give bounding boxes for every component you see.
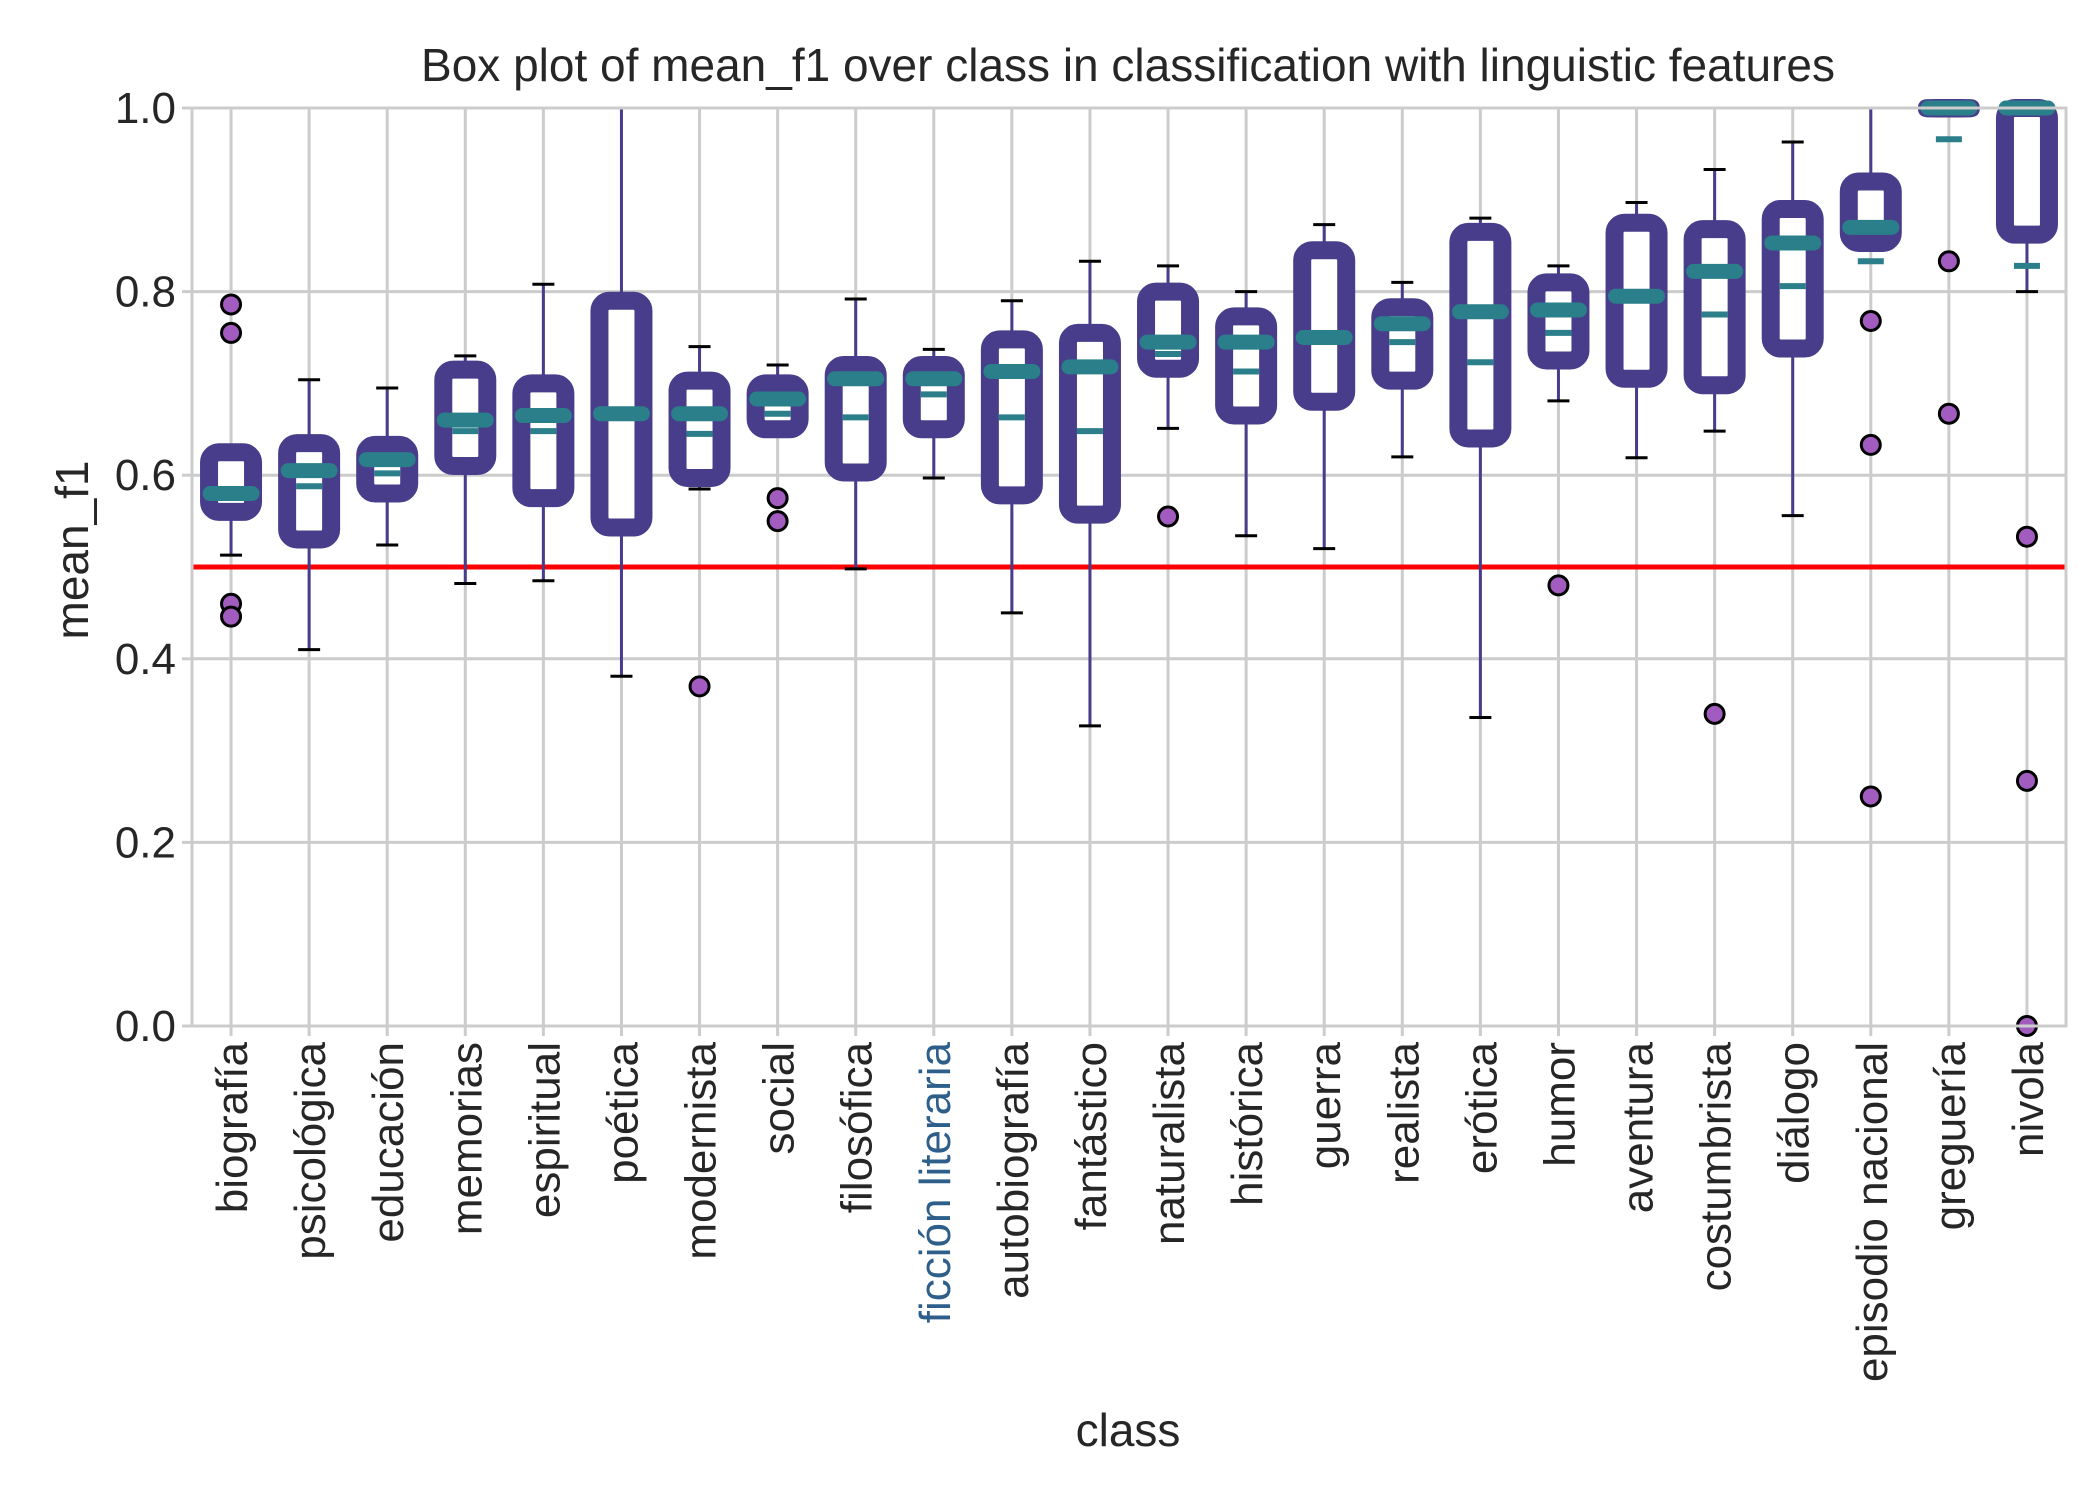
box-group	[356, 386, 419, 547]
x-tick-label: biografía	[208, 1041, 257, 1213]
box-group	[1058, 259, 1121, 728]
y-tick-label: 0.0	[115, 1002, 176, 1051]
outlier-point	[1157, 505, 1180, 528]
box-group	[1293, 223, 1356, 551]
outlier-point	[1859, 433, 1882, 456]
box	[1761, 199, 1824, 358]
box	[200, 443, 263, 521]
tick-labels: 0.0 0.2 0.4 0.6 0.8 1.0 biografía psicológica ed…	[115, 84, 2053, 1382]
box-group	[512, 282, 575, 583]
x-tick-label: naturalista	[1145, 1041, 1194, 1245]
box-group	[434, 354, 497, 586]
x-tick-label: memorias	[442, 1042, 491, 1235]
y-tick-label: 0.8	[115, 268, 176, 317]
box-group	[278, 378, 341, 652]
box-group	[200, 293, 263, 628]
outlier-point	[766, 487, 789, 510]
box-group	[1683, 168, 1746, 725]
outlier-point	[1859, 785, 1882, 808]
box-group	[1761, 140, 1824, 518]
x-tick-label: poética	[598, 1041, 647, 1183]
box-group	[1839, 106, 1902, 808]
outlier-point	[1937, 402, 1960, 425]
x-tick-label: nivola	[2004, 1041, 2053, 1156]
box	[1449, 222, 1512, 448]
x-axis-label: class	[1076, 1404, 1181, 1456]
x-tick-label: episodio nacional	[1848, 1042, 1897, 1382]
x-tick-label: realista	[1379, 1041, 1428, 1183]
y-tick-label: 0.2	[115, 818, 176, 867]
box-group	[668, 345, 731, 698]
outlier-point	[1547, 574, 1570, 597]
box-group	[980, 299, 1043, 615]
box	[1683, 220, 1746, 395]
box	[1137, 282, 1200, 378]
box	[1215, 307, 1278, 425]
box	[512, 374, 575, 508]
x-tick-label: ficción literaria	[911, 1041, 960, 1323]
y-tick-label: 1.0	[115, 84, 176, 133]
x-tick-label: fantástico	[1067, 1042, 1116, 1230]
outlier-point	[220, 293, 243, 316]
y-tick-label: 0.6	[115, 451, 176, 500]
x-tick-label: costumbrista	[1692, 1041, 1741, 1291]
x-tick-label: diálogo	[1770, 1042, 1819, 1184]
outlier-point	[220, 321, 243, 344]
box-group	[1215, 290, 1278, 538]
box-group	[824, 297, 887, 571]
box	[1527, 273, 1590, 370]
outlier-point	[1703, 702, 1726, 725]
x-tick-label: social	[755, 1042, 804, 1155]
x-tick-label: aventura	[1614, 1041, 1663, 1213]
x-tick-label: erótica	[1457, 1041, 1506, 1174]
x-tick-label: guerra	[1301, 1041, 1350, 1169]
outlier-point	[2015, 525, 2038, 548]
outlier-point	[766, 510, 789, 533]
box	[668, 371, 731, 487]
box-group	[1137, 264, 1200, 528]
boxes	[200, 99, 2058, 1037]
box-group	[746, 363, 809, 533]
x-tick-label: greguería	[1926, 1041, 1975, 1230]
outlier-point	[688, 675, 711, 698]
box-group	[1605, 201, 1668, 460]
box	[1293, 241, 1356, 411]
plot-area-border	[190, 106, 2068, 1028]
x-tick-label: filosófica	[833, 1041, 882, 1213]
outlier-point	[220, 605, 243, 628]
x-tick-label: psicológica	[286, 1041, 335, 1259]
outlier-point	[2015, 769, 2038, 792]
box-group	[1371, 280, 1434, 459]
box	[1058, 323, 1121, 524]
x-tick-label: modernista	[677, 1041, 726, 1259]
outlier-point	[1859, 309, 1882, 332]
outlier-point	[1937, 250, 1960, 273]
axes-frame	[190, 106, 2068, 1028]
x-tick-label: histórica	[1223, 1041, 1272, 1205]
box-group	[1527, 264, 1590, 597]
box-group	[902, 347, 965, 480]
box	[1995, 99, 2058, 244]
y-axis-label: mean_f1	[46, 460, 98, 639]
x-tick-label: humor	[1535, 1042, 1584, 1167]
chart-title: Box plot of mean_f1 over class in classi…	[421, 39, 1835, 91]
x-tick-label: educación	[364, 1042, 413, 1243]
y-tick-label: 0.4	[115, 635, 176, 684]
box	[278, 434, 341, 549]
box-group	[1449, 216, 1512, 720]
x-tick-label: autobiografía	[989, 1041, 1038, 1298]
x-tick-label: espiritual	[520, 1042, 569, 1218]
